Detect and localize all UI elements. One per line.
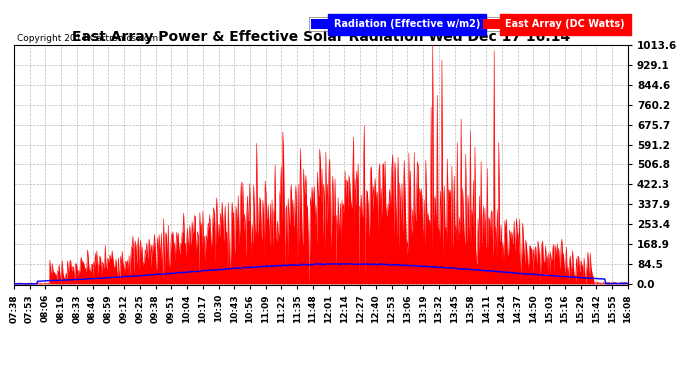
Legend: Radiation (Effective w/m2), East Array (DC Watts): Radiation (Effective w/m2), East Array (… <box>309 17 627 32</box>
Text: Copyright 2014 Cartronics.com: Copyright 2014 Cartronics.com <box>17 34 158 43</box>
Title: East Array Power & Effective Solar Radiation Wed Dec 17 16:14: East Array Power & Effective Solar Radia… <box>72 30 570 44</box>
